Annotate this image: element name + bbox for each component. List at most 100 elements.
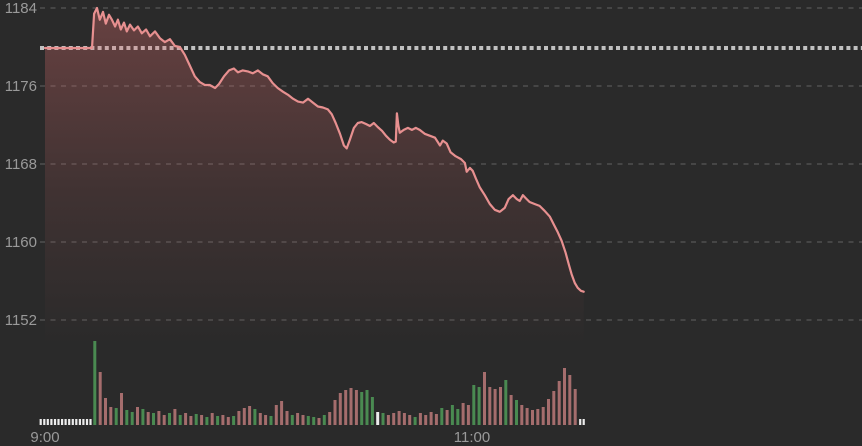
volume-bar [333, 400, 337, 425]
volume-bar [237, 411, 241, 425]
volume-bar [397, 411, 401, 425]
price-area-fill [45, 8, 584, 345]
volume-bar [413, 417, 417, 425]
volume-bar [557, 381, 561, 425]
volume-bar [274, 405, 278, 425]
volume-bar [136, 407, 139, 425]
volume-bar [264, 415, 268, 425]
session-tick-mark [64, 419, 67, 425]
volume-bar [290, 415, 294, 425]
volume-bar [93, 341, 97, 425]
volume-bar [109, 407, 113, 425]
volume-bar [466, 405, 470, 425]
volume-bar [493, 389, 497, 425]
volume-bar [520, 405, 524, 425]
volume-bar [296, 413, 300, 425]
volume-bar [392, 413, 396, 425]
volume-bar [312, 417, 316, 425]
volume-bar [472, 385, 476, 425]
session-tick-mark [61, 419, 64, 425]
volume-bar [354, 390, 358, 425]
volume-bar [130, 412, 134, 425]
y-tick-label: 1152 [5, 312, 37, 329]
volume-bar [445, 410, 449, 425]
session-tick-mark [75, 419, 78, 425]
volume-bar [573, 389, 577, 425]
session-tick-mark [39, 419, 42, 425]
session-tick-mark [43, 419, 46, 425]
volume-bar [509, 395, 513, 425]
volume-bar [317, 418, 321, 425]
volume-bar [424, 415, 428, 425]
volume-bar [141, 409, 145, 425]
volume-bar [146, 412, 150, 425]
volume-bar [253, 409, 257, 425]
volume-bar [483, 372, 486, 425]
price-line [43, 6, 585, 293]
y-tick-label: 1160 [5, 234, 37, 251]
volume-bar [306, 416, 310, 425]
volume-bar [381, 413, 385, 425]
volume-bar [269, 416, 273, 425]
x-tick-label: 11:00 [454, 429, 490, 446]
session-tick-mark [78, 419, 81, 425]
y-tick-label: 1176 [5, 78, 37, 95]
volume-bar [232, 416, 236, 425]
y-tick-label: 1168 [5, 156, 37, 173]
volume-bar [226, 417, 230, 425]
volume-bar [370, 397, 374, 425]
volume-bar [205, 417, 209, 425]
session-tick-mark [579, 419, 582, 425]
volume-bar [402, 413, 406, 425]
volume-bar [248, 406, 252, 425]
volume-bar [499, 387, 502, 425]
volume-bar [114, 408, 118, 425]
volume-bar [184, 413, 188, 425]
session-tick-mark [82, 419, 85, 425]
volume-bar [280, 401, 284, 425]
volume-bar [258, 413, 262, 425]
volume-bar [120, 393, 123, 425]
session-tick-mark [85, 419, 89, 425]
x-tick-label: 9:00 [30, 429, 59, 446]
volume-bar [338, 393, 342, 425]
volume-bar [552, 391, 556, 425]
volume-bar [408, 415, 412, 425]
volume-bar [152, 413, 155, 425]
volume-bar [429, 412, 433, 425]
volume-bar [525, 408, 529, 425]
session-tick-mark [53, 419, 57, 425]
volume-bar [386, 415, 390, 425]
session-tick-mark [50, 419, 53, 425]
volume-bar [541, 407, 545, 425]
volume-bar [162, 415, 166, 425]
volume-bar [125, 410, 129, 425]
volume-bar [536, 409, 540, 425]
volume-bar [344, 390, 348, 425]
volume-bar [434, 414, 438, 425]
volume-bar [488, 387, 492, 425]
volume-bar [515, 400, 518, 425]
session-tick-mark [582, 419, 585, 425]
session-tick-mark [57, 419, 60, 425]
volume-bar [189, 416, 193, 425]
volume-bar [322, 415, 326, 425]
volume-bar [349, 388, 353, 425]
volume-bar [563, 368, 566, 425]
volume-bar [456, 409, 460, 425]
volume-bar [200, 415, 204, 425]
volume-bar [568, 375, 572, 425]
volume-bar [221, 415, 225, 425]
volume-bar [216, 416, 220, 425]
volume-bar [104, 398, 107, 425]
volume-bar [450, 405, 454, 425]
volume-bar [376, 412, 380, 425]
y-tick-label: 1184 [5, 0, 37, 17]
volume-bar [242, 408, 246, 425]
session-tick-mark [71, 419, 74, 425]
volume-bar [194, 414, 198, 425]
volume-bar [285, 411, 289, 425]
volume-bar [178, 415, 182, 425]
